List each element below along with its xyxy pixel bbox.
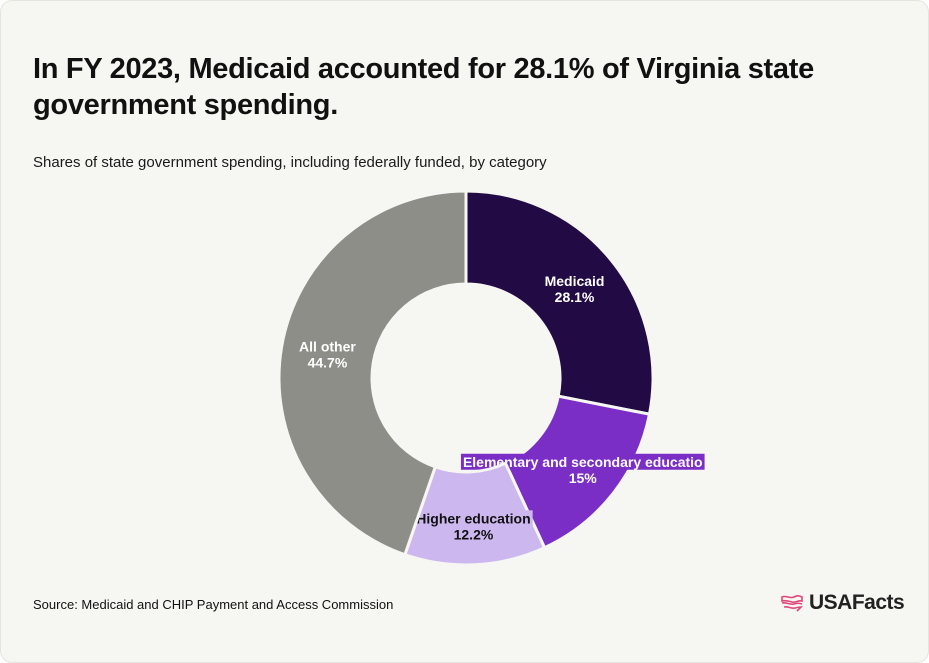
us-map-flag-icon — [781, 595, 803, 612]
donut-slice-3 — [277, 189, 468, 557]
chart-title: In FY 2023, Medicaid accounted for 28.1%… — [33, 53, 814, 121]
slice-value-label: 15% — [569, 470, 598, 486]
slice-value-label: 44.7% — [308, 355, 348, 371]
brand-name: USAFacts — [809, 591, 905, 614]
donut-slice-0 — [464, 189, 655, 416]
source-note: Source: Medicaid and CHIP Payment and Ac… — [33, 597, 394, 612]
brand-logo: USAFacts — [780, 591, 905, 615]
chart-subtitle: Shares of state government spending, inc… — [33, 154, 547, 171]
slice-name-label: Higher education — [416, 510, 530, 526]
slice-value-label: 28.1% — [555, 289, 595, 305]
slice-name-label: Medicaid — [545, 273, 605, 289]
slice-label-background — [414, 510, 533, 527]
slice-value-label: 12.2% — [454, 526, 494, 542]
slice-name-label: Elementary and secondary educatio — [463, 454, 703, 470]
slice-label-background — [460, 453, 705, 470]
slice-name-label: All other — [299, 339, 356, 355]
